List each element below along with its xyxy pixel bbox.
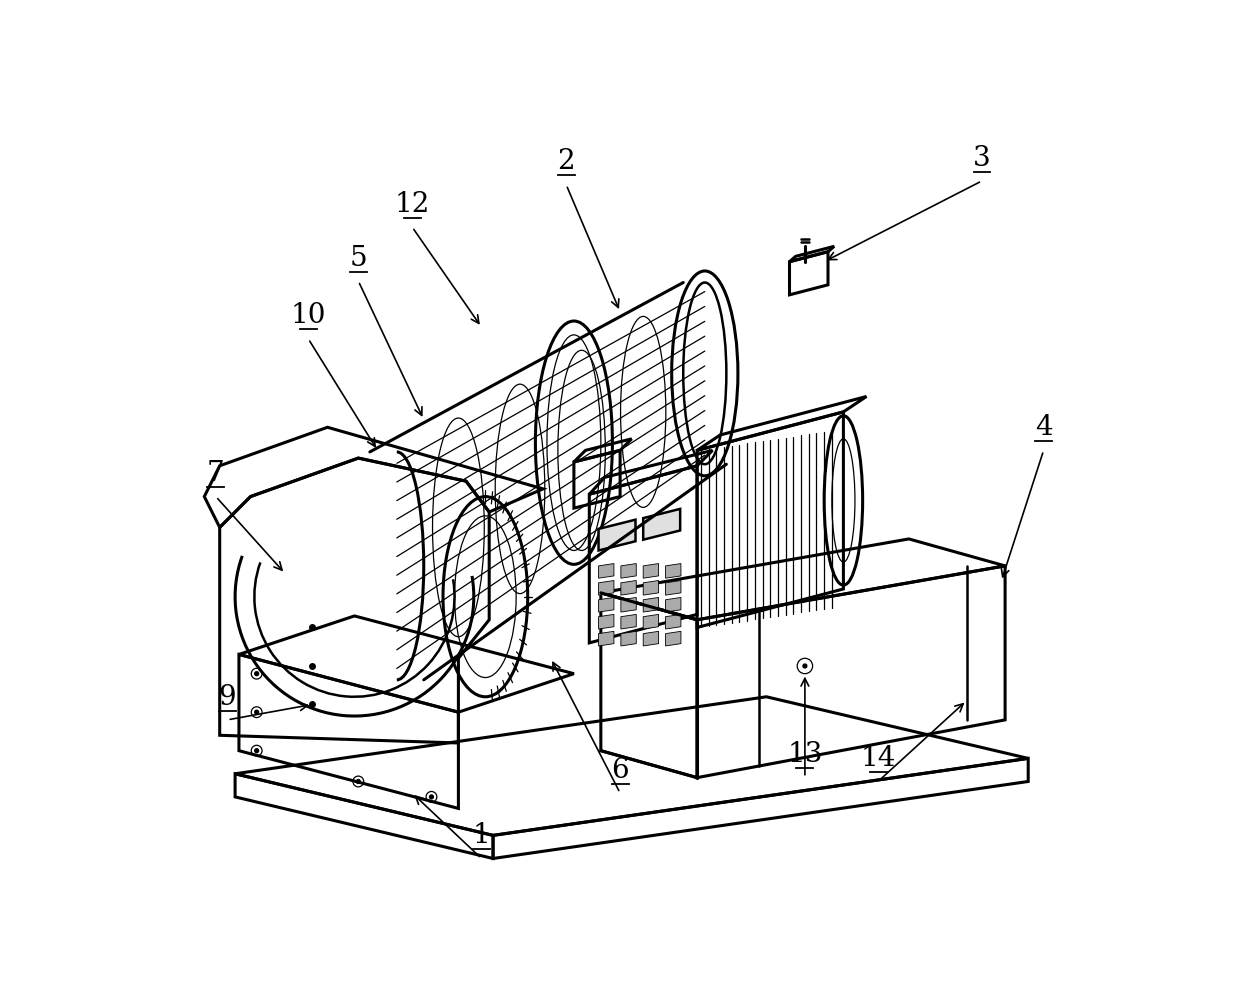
Circle shape xyxy=(429,795,433,799)
Polygon shape xyxy=(599,597,614,612)
Polygon shape xyxy=(666,580,681,595)
Circle shape xyxy=(254,748,259,752)
Text: 6: 6 xyxy=(611,756,629,784)
Polygon shape xyxy=(621,580,636,595)
Text: 12: 12 xyxy=(394,191,430,218)
Polygon shape xyxy=(666,631,681,646)
Polygon shape xyxy=(621,564,636,579)
Polygon shape xyxy=(644,580,658,595)
Polygon shape xyxy=(644,631,658,646)
Polygon shape xyxy=(599,580,614,595)
Polygon shape xyxy=(666,597,681,612)
Polygon shape xyxy=(599,520,635,551)
Polygon shape xyxy=(599,614,614,629)
Polygon shape xyxy=(644,597,658,612)
Text: 1: 1 xyxy=(472,822,490,849)
Polygon shape xyxy=(599,564,614,579)
Polygon shape xyxy=(644,614,658,629)
Text: 4: 4 xyxy=(1035,414,1053,441)
Polygon shape xyxy=(621,631,636,646)
Circle shape xyxy=(254,711,259,714)
Polygon shape xyxy=(621,597,636,612)
Text: 13: 13 xyxy=(787,742,822,768)
Circle shape xyxy=(254,672,259,676)
Text: 2: 2 xyxy=(558,148,575,176)
Polygon shape xyxy=(644,564,658,579)
Circle shape xyxy=(356,779,361,783)
Polygon shape xyxy=(599,631,614,646)
Text: 7: 7 xyxy=(207,460,224,487)
Text: 10: 10 xyxy=(290,302,326,329)
Text: 3: 3 xyxy=(973,145,991,172)
Text: 5: 5 xyxy=(350,245,367,271)
Circle shape xyxy=(804,664,807,668)
Polygon shape xyxy=(666,564,681,579)
Polygon shape xyxy=(666,614,681,629)
Polygon shape xyxy=(621,614,636,629)
Polygon shape xyxy=(644,509,681,540)
Text: 14: 14 xyxy=(861,746,895,772)
Text: 9: 9 xyxy=(218,684,236,711)
